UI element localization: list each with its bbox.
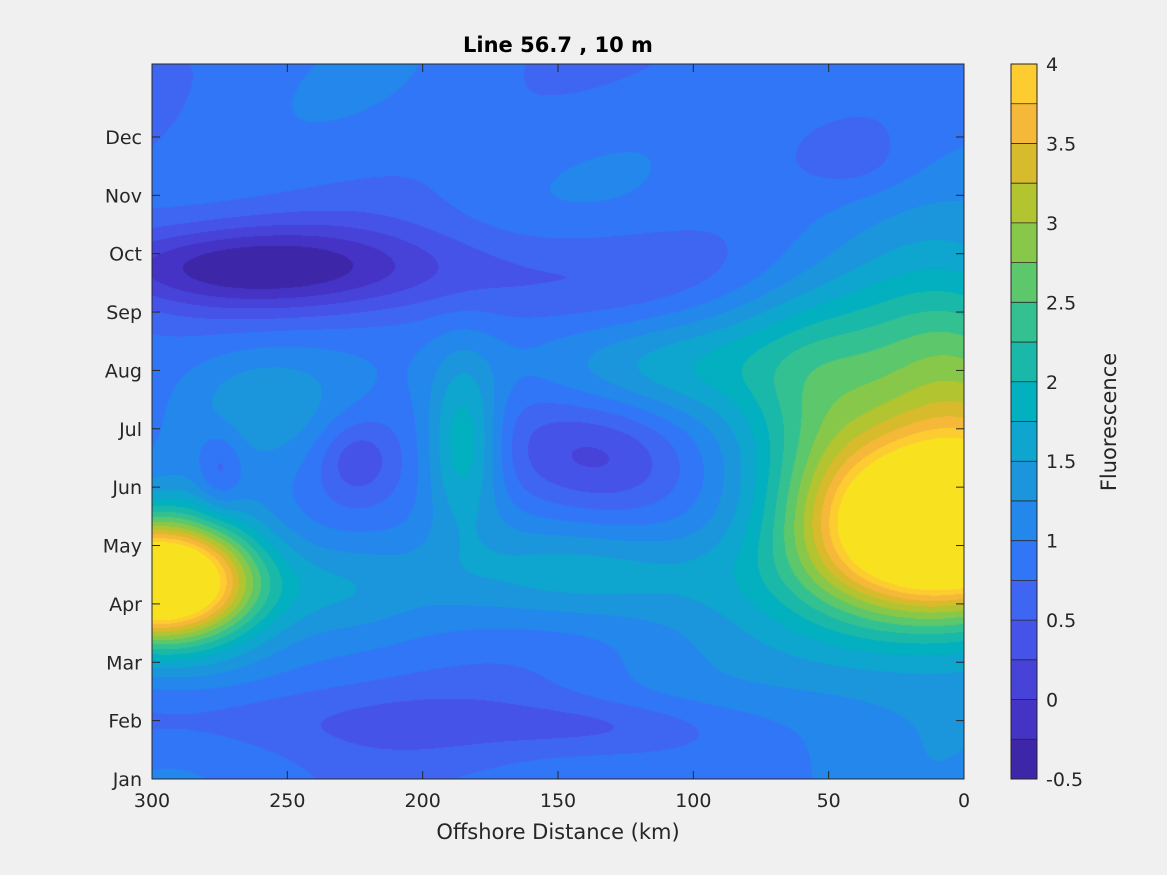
colorbar-label: Fluorescence <box>1097 353 1121 491</box>
colorbar-band <box>1011 739 1037 779</box>
x-tick-label: 200 <box>405 790 441 812</box>
colorbar-band <box>1011 699 1037 740</box>
colorbar-tick-label: 1.5 <box>1046 451 1076 473</box>
y-tick-label: Dec <box>105 127 142 149</box>
colorbar-tick-label: 3.5 <box>1046 133 1076 155</box>
colorbar-band <box>1011 620 1037 660</box>
colorbar-band <box>1011 302 1037 343</box>
x-tick-label: 150 <box>540 790 576 812</box>
colorbar-tick-label: 0.5 <box>1046 610 1076 632</box>
x-tick-label: 50 <box>817 790 841 812</box>
x-tick-label: 0 <box>958 790 970 812</box>
y-tick-label: Mar <box>106 652 142 674</box>
y-tick-label: Jan <box>112 769 142 791</box>
colorbar-band <box>1011 381 1037 422</box>
x-tick-label: 100 <box>675 790 711 812</box>
colorbar-band <box>1011 659 1037 700</box>
chart-title: Line 56.7 , 10 m <box>463 33 653 57</box>
x-axis: 300 250 200 150 100 50 0 <box>134 64 970 812</box>
x-tick-label: 250 <box>269 790 305 812</box>
y-tick-label: Sep <box>106 302 142 324</box>
colorbar-tick-label: 2 <box>1046 372 1058 394</box>
colorbar-band <box>1011 342 1037 382</box>
colorbar-band <box>1011 262 1037 303</box>
colorbar-tick-label: 3 <box>1046 213 1058 235</box>
y-axis: Jan Feb Mar Apr May Jun Jul Aug Sep Oct Nov Dec <box>103 127 964 791</box>
y-tick-label: Aug <box>105 360 142 382</box>
colorbar-band <box>1011 461 1037 501</box>
x-axis-label: Offshore Distance (km) <box>436 820 679 844</box>
y-tick-label: May <box>103 536 142 558</box>
y-tick-label: Oct <box>109 244 142 266</box>
y-tick-label: Jul <box>118 419 142 441</box>
colorbar-band <box>1011 540 1037 581</box>
colorbar-band <box>1011 183 1037 223</box>
colorbar-tick-label: 2.5 <box>1046 292 1076 314</box>
x-tick-label: 300 <box>134 790 170 812</box>
y-tick-label: Nov <box>105 185 142 207</box>
y-tick-label: Apr <box>109 594 142 616</box>
colorbar-band <box>1011 222 1037 263</box>
colorbar-band <box>1011 580 1037 621</box>
colorbar-band <box>1011 143 1037 184</box>
y-tick-label: Jun <box>111 477 142 499</box>
y-tick-label: Feb <box>108 711 142 733</box>
colorbar: 4 3.5 3 2.5 2 1.5 1 0.5 0 -0.5 Fluorescence <box>1010 54 1121 791</box>
colorbar-band <box>1011 500 1037 541</box>
colorbar-band <box>1011 103 1037 144</box>
colorbar-tick-label: 1 <box>1046 531 1058 553</box>
colorbar-tick-label: 4 <box>1046 54 1058 76</box>
colorbar-tick-label: -0.5 <box>1046 769 1083 791</box>
colorbar-tick-label: 0 <box>1046 690 1058 712</box>
colorbar-band <box>1011 421 1037 462</box>
plot-area <box>151 63 965 780</box>
colorbar-band <box>1011 64 1037 104</box>
fluorescence-contour-field <box>152 64 964 779</box>
